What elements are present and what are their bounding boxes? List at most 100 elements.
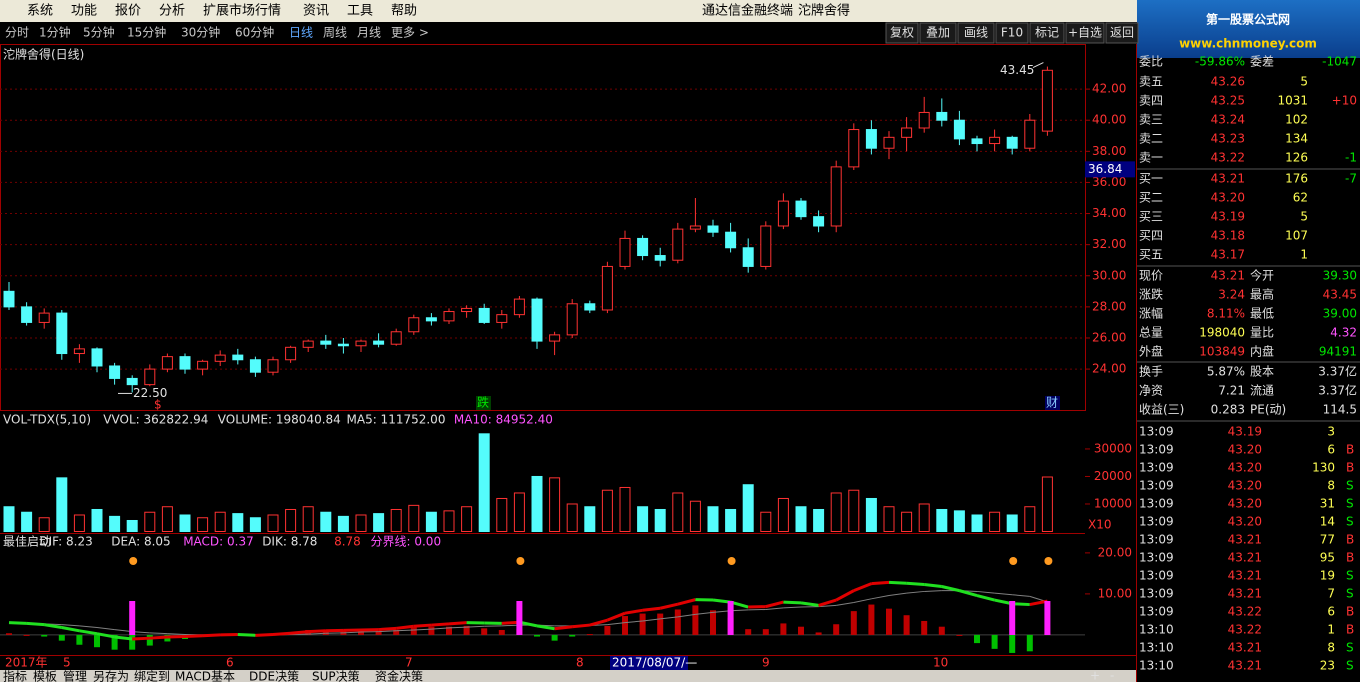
book-price: 43.23 [1211, 132, 1245, 146]
bottom-tab[interactable]: 另存为 [93, 670, 129, 682]
volume-bar [320, 511, 332, 533]
period-tab[interactable]: 更多 > [391, 26, 429, 40]
period-tab[interactable]: 周线 [323, 26, 347, 40]
zoom-out[interactable]: - [1110, 669, 1114, 682]
stat-label: PE(动) [1250, 403, 1286, 417]
volume-bar [1006, 514, 1018, 532]
toolbar-button[interactable] [1029, 22, 1065, 44]
zoom-in[interactable]: + [1090, 669, 1100, 682]
book-label: 买三 [1139, 210, 1163, 224]
dea-segment [871, 595, 890, 600]
stat-value: 4.32 [1330, 326, 1357, 340]
dif-segment [255, 632, 274, 637]
bottom-tab[interactable]: 模板 [33, 670, 57, 682]
toolbar-button[interactable] [995, 22, 1029, 44]
marker: 财 [1046, 396, 1058, 410]
high-pointer [1032, 62, 1044, 69]
volume-bar [443, 510, 455, 532]
tick-volume: 8 [1327, 641, 1335, 655]
toolbar-button[interactable] [957, 22, 995, 44]
date-label: 10 [933, 656, 948, 670]
dif-segment [448, 621, 467, 626]
tick-price: 43.19 [1228, 425, 1262, 439]
signal-bar [129, 601, 136, 635]
period-tab[interactable]: 60分钟 [235, 25, 274, 40]
dea-segment [783, 606, 802, 609]
signal-icon [1009, 557, 1018, 565]
period-tab[interactable]: 月线 [357, 26, 381, 40]
bottom-tab[interactable]: 资金决策 [375, 669, 423, 682]
macd-bar [23, 634, 30, 636]
candle-body [56, 312, 68, 355]
candle-body [865, 129, 877, 149]
volume-legend: VVOL: 362822.94 [103, 413, 208, 427]
tick-side: B [1346, 443, 1354, 457]
candle-body [214, 354, 226, 362]
menu-item[interactable]: 工具 [347, 4, 373, 19]
logo-url: www.chnmoney.com [1179, 37, 1317, 51]
y-tick-label: 20000 [1094, 469, 1132, 483]
macd-bar [886, 608, 892, 635]
menu-item[interactable]: 系统 [27, 4, 53, 19]
volume-legend: VOLUME: 198040.84 [218, 413, 341, 427]
period-tab[interactable]: 分时 [5, 26, 29, 40]
period-tab[interactable]: 15分钟 [127, 25, 166, 40]
date-label: 6 [226, 656, 234, 670]
candle-body [267, 359, 279, 373]
dea-segment [378, 630, 397, 633]
volume-bar [373, 513, 385, 533]
dif-segment [308, 629, 326, 634]
menu-item[interactable]: 功能 [71, 4, 97, 19]
toolbar-button[interactable] [1065, 22, 1105, 44]
dea-segment [343, 631, 362, 634]
low-label: 22.50 [133, 386, 167, 400]
toolbar-button[interactable] [919, 22, 957, 44]
volume-bar [725, 508, 737, 533]
bottom-tab[interactable]: SUP决策 [312, 670, 360, 682]
dea-segment [994, 592, 1013, 596]
candle-body [197, 360, 209, 370]
volume-bar [179, 514, 191, 532]
candle-body [355, 340, 367, 347]
dif-segment [8, 621, 27, 625]
toolbar-button[interactable] [1105, 22, 1139, 44]
menu-item[interactable]: 分析 [159, 4, 185, 19]
volume-bar [672, 492, 684, 532]
menu-item[interactable]: 资讯 [303, 4, 329, 19]
tick-price: 43.20 [1228, 443, 1262, 457]
bottom-tab[interactable]: 指标 [3, 669, 27, 682]
candle-body [883, 136, 895, 149]
volume-bar [989, 511, 1001, 533]
stat-label: 净资 [1139, 384, 1163, 398]
bottom-tab[interactable]: DDE决策 [249, 670, 299, 682]
toolbar-button[interactable] [885, 22, 919, 44]
volume-bar [1024, 506, 1036, 532]
dif-segment [79, 629, 98, 636]
macd-legend: 最佳启动 [3, 535, 51, 549]
period-tab[interactable]: 1分钟 [39, 25, 71, 40]
dif-segment [202, 633, 221, 638]
book-price: 43.26 [1211, 75, 1245, 89]
menu-item[interactable]: 报价 [115, 4, 141, 19]
tick-price: 43.20 [1228, 461, 1262, 475]
tick-price: 43.20 [1228, 497, 1262, 511]
period-tab[interactable]: 日线 [289, 26, 313, 40]
marker: 跌 [477, 395, 489, 410]
volume-bar [707, 506, 719, 532]
period-tab[interactable]: 30分钟 [181, 25, 220, 40]
menu-item[interactable]: 帮助 [391, 4, 417, 19]
candle-body [285, 346, 297, 361]
stat-value: 114.5 [1323, 403, 1357, 417]
macd-legend: 分界线: 0.00 [371, 535, 442, 549]
bottom-tab[interactable]: 管理 [63, 669, 87, 682]
macd-bar [674, 609, 681, 635]
volume-bar [601, 489, 613, 533]
candle-body [109, 365, 121, 379]
stat-label: 涨跌 [1139, 287, 1163, 302]
bottom-tab[interactable]: MACD基本 [175, 670, 235, 682]
dea-segment [448, 626, 467, 629]
period-tab[interactable]: 5分钟 [83, 25, 115, 40]
bottom-tab[interactable]: 绑定到 [134, 669, 170, 682]
menu-item[interactable]: 扩展市场行情 [203, 3, 281, 19]
